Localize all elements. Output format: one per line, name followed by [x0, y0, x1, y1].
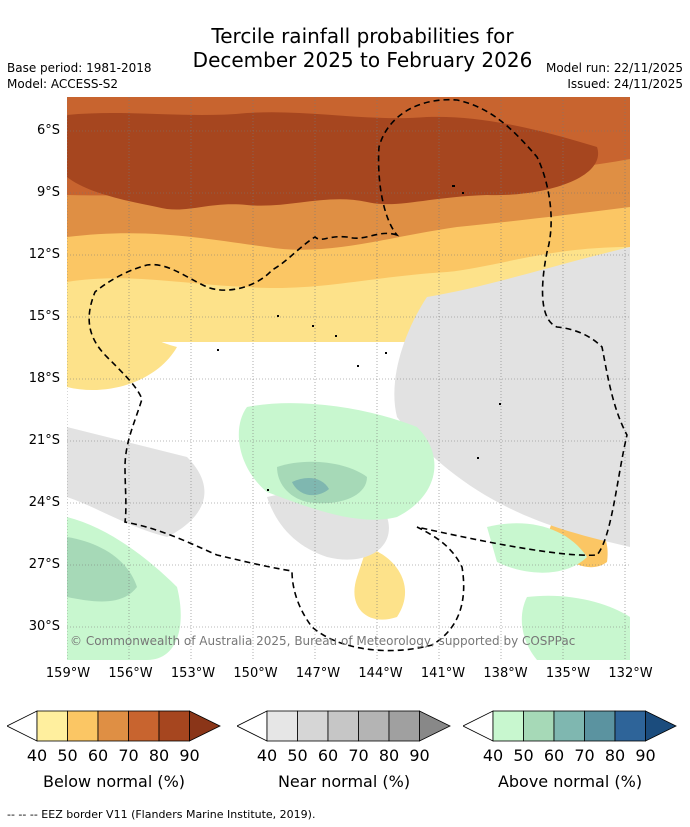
region-above-50-sw [67, 537, 137, 602]
base-period: Base period: 1981-2018 [7, 61, 152, 75]
colorbar-below [7, 710, 221, 742]
lat-label: 15°S [28, 309, 60, 324]
colorbar-tick-label: 80 [378, 746, 400, 765]
lat-label: 9°S [36, 185, 60, 200]
colorbar-box [158, 710, 190, 742]
colorbar-above [463, 710, 677, 742]
colorbar-tick-label: 50 [287, 746, 308, 765]
region-below-80 [67, 112, 599, 210]
region-above-60-c [292, 477, 329, 496]
colorbar-under-triangle [237, 710, 268, 742]
colorbar-box [584, 710, 616, 742]
model-name: Model: ACCESS-S2 [7, 77, 119, 91]
lat-label: 6°S [36, 123, 60, 138]
lat-label: 24°S [28, 495, 60, 510]
lon-label: 153°W [170, 666, 216, 681]
colorbar-tick-label: 40 [256, 746, 278, 765]
lat-label: 18°S [28, 371, 60, 386]
colorbar-box [67, 710, 99, 742]
colorbar-tick-label: 60 [543, 746, 565, 765]
lon-label: 147°W [295, 666, 341, 681]
islands [217, 185, 501, 491]
colorbar-title-above: Above normal (%) [497, 772, 643, 791]
colorbar-box [492, 710, 524, 742]
region-below-40-sw [67, 297, 177, 391]
colorbar-title-near: Near normal (%) [277, 772, 411, 791]
colorbar-under-triangle [463, 710, 494, 742]
colorbar-tick-label: 70 [348, 746, 369, 765]
colorbar-box [128, 710, 160, 742]
colorbar-tick-label: 90 [409, 746, 430, 765]
colorbar-box [523, 710, 555, 742]
colorbar-title-below: Below normal (%) [42, 772, 186, 791]
colorbar-tick-label: 70 [574, 746, 595, 765]
lat-label: 30°S [28, 619, 60, 634]
region-above-40-se [487, 523, 587, 573]
colorbar-tick-label: 80 [148, 746, 170, 765]
colorbar-box [36, 710, 68, 742]
map-copyright: © Commonwealth of Australia 2025, Bureau… [70, 634, 576, 648]
lon-label: 150°W [233, 666, 278, 681]
colorbar-box [266, 710, 298, 742]
region-near-40-e [394, 247, 630, 547]
colorbar-tick-label: 40 [482, 746, 504, 765]
colorbar-tick-label: 80 [604, 746, 626, 765]
colorbar-tick-label: 50 [57, 746, 78, 765]
title-line-2: December 2025 to February 2026 [192, 48, 533, 72]
lon-label: 159°W [45, 666, 91, 681]
probability-map [67, 97, 630, 660]
lon-label: 141°W [420, 666, 466, 681]
colorbar-tick-label: 40 [26, 746, 48, 765]
title-line-1: Tercile rainfall probabilities for [211, 24, 514, 48]
colorbar-near [237, 710, 451, 742]
colorbar-over-triangle [189, 710, 221, 742]
eez-footnote: -- -- -- EEZ border V11 (Flanders Marine… [7, 808, 316, 821]
colorbar-box [297, 710, 329, 742]
colorbar-tick-label: 50 [513, 746, 534, 765]
colorbar-box [614, 710, 646, 742]
meta-right: Model run: 22/11/2025 Issued: 24/11/2025 [546, 60, 683, 92]
lon-label: 135°W [545, 666, 591, 681]
graticule [67, 97, 630, 660]
colorbar-box [553, 710, 585, 742]
colorbar-tick-label: 70 [118, 746, 139, 765]
page-title: Tercile rainfall probabilities for Decem… [0, 24, 690, 72]
region-above-40-s [521, 595, 630, 660]
lat-label: 21°S [28, 433, 60, 448]
colorbar-under-triangle [7, 710, 38, 742]
colorbar-tick-label: 90 [635, 746, 656, 765]
colorbar-over-triangle [645, 710, 677, 742]
lon-label: 138°W [483, 666, 528, 681]
lat-label: 27°S [28, 557, 60, 572]
eez-border [88, 98, 628, 652]
colorbar-box [97, 710, 129, 742]
colorbar-tick-label: 90 [179, 746, 200, 765]
colorbar-box [327, 710, 359, 742]
meta-left: Base period: 1981-2018 Model: ACCESS-S2 [7, 60, 152, 92]
colorbar-box [388, 710, 420, 742]
colorbar-over-triangle [419, 710, 451, 742]
lon-label: 156°W [108, 666, 153, 681]
colorbar-tick-label: 60 [87, 746, 109, 765]
issued-date: Issued: 24/11/2025 [567, 77, 683, 91]
model-run: Model run: 22/11/2025 [545, 61, 683, 75]
colorbar-box [358, 710, 390, 742]
lon-label: 144°W [358, 666, 403, 681]
lon-label: 132°W [608, 666, 653, 681]
lat-label: 12°S [28, 247, 60, 262]
region-near-40-w [67, 427, 205, 537]
colorbar-tick-label: 60 [317, 746, 339, 765]
